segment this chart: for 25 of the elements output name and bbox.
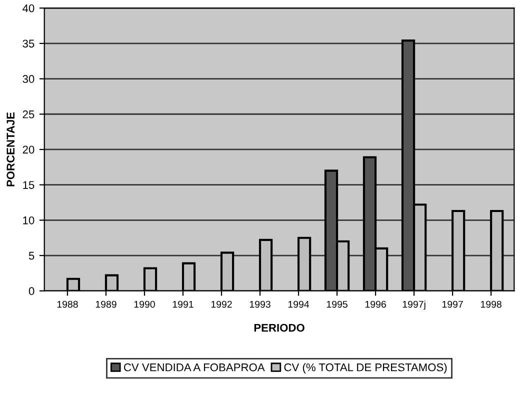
x-axis-title: PERIODO — [254, 324, 304, 332]
x-tick-label: 1996 — [365, 300, 386, 308]
x-tick-label: 1997 — [442, 300, 463, 308]
y-tick-label: 35 — [22, 40, 34, 48]
x-tick-label: 1988 — [57, 300, 78, 308]
x-tick-label: 1991 — [172, 300, 194, 308]
x-tick-label: 1997j — [402, 300, 426, 310]
x-tick-label: 1990 — [134, 300, 155, 308]
y-axis-title: PORCENTAJE — [6, 112, 15, 186]
y-tick-label: 20 — [22, 146, 34, 154]
x-tick-label: 1995 — [326, 300, 348, 308]
x-tick-label: 1994 — [288, 300, 310, 308]
x-tick-label: 1998 — [480, 300, 502, 308]
y-tick-label: 40 — [22, 4, 34, 12]
y-tick-label: 0 — [28, 287, 34, 296]
y-tick-label: 15 — [23, 181, 34, 189]
x-tick-label: 1989 — [96, 300, 116, 308]
y-tick-label: 10 — [23, 216, 34, 224]
y-tick-label: 25 — [22, 110, 34, 118]
y-tick-label: 30 — [22, 75, 34, 83]
x-tick-label: 1992 — [211, 300, 232, 308]
legend-label: CV (% TOTAL DE PRESTAMOS) — [284, 363, 447, 374]
legend-label: CV VENDIDA A FOBAPROA — [124, 363, 265, 372]
x-tick-label: 1993 — [250, 300, 270, 308]
y-tick-label: 5 — [28, 252, 34, 260]
